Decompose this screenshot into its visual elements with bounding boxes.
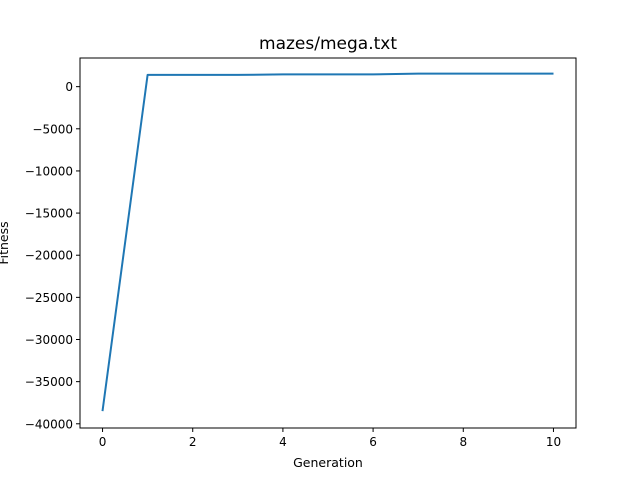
y-tick-label: −35000 bbox=[25, 375, 73, 389]
y-tick-label: −5000 bbox=[32, 122, 73, 136]
y-axis-label: Fitness bbox=[0, 221, 11, 264]
x-axis: 0 2 4 6 8 10 bbox=[99, 428, 561, 449]
chart-title: mazes/mega.txt bbox=[259, 34, 397, 54]
y-tick-label: −15000 bbox=[25, 207, 73, 221]
x-tick-label: 8 bbox=[459, 435, 467, 449]
y-tick-label: −25000 bbox=[25, 291, 73, 305]
x-tick-label: 10 bbox=[546, 435, 561, 449]
y-tick-label: −10000 bbox=[25, 164, 73, 178]
y-tick-label: −30000 bbox=[25, 333, 73, 347]
x-tick-label: 0 bbox=[99, 435, 107, 449]
fitness-line bbox=[101, 72, 554, 412]
x-axis-label: Generation bbox=[293, 455, 363, 470]
x-tick-label: 6 bbox=[369, 435, 377, 449]
y-tick-label: −40000 bbox=[25, 417, 73, 431]
plot-area bbox=[79, 57, 577, 429]
x-tick-label: 4 bbox=[279, 435, 287, 449]
x-tick-label: 2 bbox=[189, 435, 197, 449]
y-axis: 0 −5000 −10000 −15000 −20000 −25000 −30000 −350… bbox=[25, 80, 80, 431]
y-tick-label: 0 bbox=[65, 80, 73, 94]
y-tick-label: −20000 bbox=[25, 249, 73, 263]
series-layer bbox=[101, 72, 554, 412]
